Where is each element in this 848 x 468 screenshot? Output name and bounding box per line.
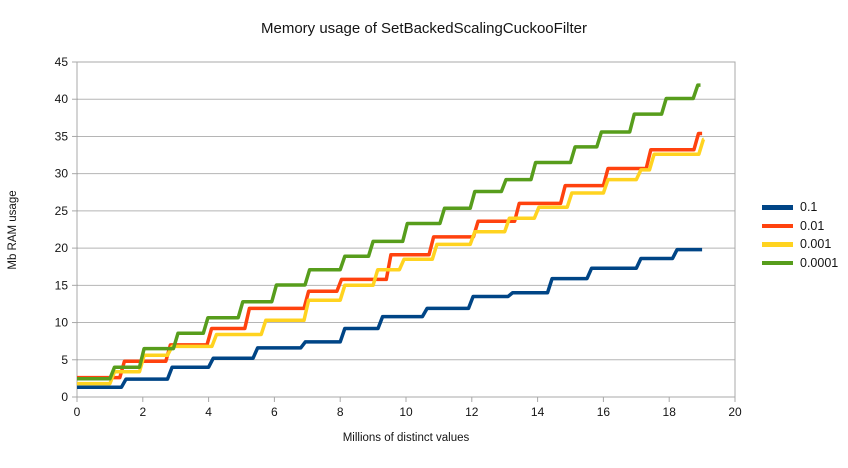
series-line-0.001 [77, 137, 706, 386]
x-tick-label: 12 [465, 405, 479, 419]
y-tick-label: 25 [55, 204, 69, 218]
legend-swatch [762, 223, 793, 228]
series-line-0.1 [77, 247, 703, 390]
legend: 0.1 0.01 0.001 0.0001 [762, 198, 838, 272]
legend-swatch [762, 260, 793, 265]
x-tick-label: 0 [74, 405, 81, 419]
x-tick-label: 6 [271, 405, 278, 419]
legend-swatch [762, 205, 793, 210]
series-line-0.0001 [77, 83, 701, 381]
x-tick-label: 4 [205, 405, 212, 419]
legend-label: 0.001 [800, 237, 832, 252]
x-axis-title: Millions of distinct values [342, 432, 470, 444]
x-tick-label: 8 [337, 405, 344, 419]
legend-label: 0.0001 [800, 255, 839, 270]
y-tick-label: 10 [55, 316, 69, 330]
x-tick-label: 18 [663, 405, 677, 419]
series-line-0.01 [77, 131, 703, 380]
legend-label: 0.01 [800, 218, 825, 233]
y-tick-label: 15 [55, 278, 69, 292]
x-tick-label: 10 [399, 405, 413, 419]
legend-item-0.01: 0.01 [762, 217, 838, 236]
legend-item-0.001: 0.001 [762, 235, 838, 254]
y-tick-label: 30 [55, 167, 69, 181]
y-tick-label: 20 [55, 241, 69, 255]
legend-label: 0.1 [800, 200, 818, 215]
legend-swatch [762, 242, 793, 247]
x-tick-label: 14 [531, 405, 545, 419]
legend-item-0.0001: 0.0001 [762, 254, 838, 273]
y-tick-label: 0 [61, 390, 68, 404]
y-tick-label: 45 [55, 55, 69, 69]
x-tick-label: 20 [728, 405, 742, 419]
x-tick-label: 2 [139, 405, 146, 419]
y-tick-label: 35 [55, 129, 69, 143]
chart-title: Memory usage of SetBackedScalingCuckooFi… [261, 20, 587, 37]
y-tick-label: 5 [61, 353, 68, 367]
x-tick-label: 16 [597, 405, 611, 419]
legend-item-0.1: 0.1 [762, 198, 838, 217]
y-tick-label: 40 [55, 92, 69, 106]
